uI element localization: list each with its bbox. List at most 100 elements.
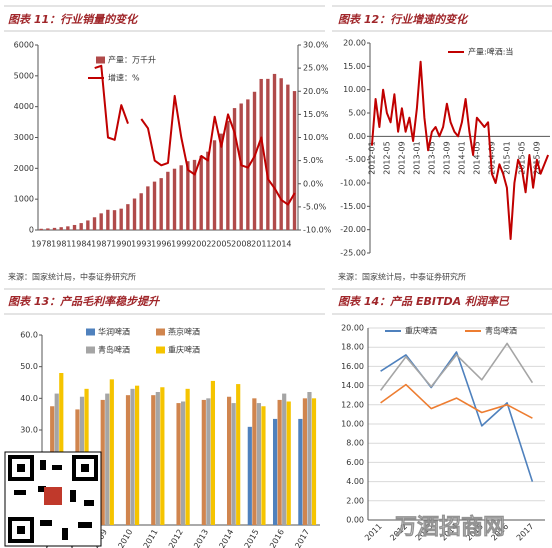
bar: [119, 208, 123, 230]
bar: [192, 159, 197, 230]
y-tick-label: 16.00: [341, 362, 364, 371]
bar: [39, 228, 43, 230]
qr-finder: [8, 517, 34, 543]
qr-finder: [8, 455, 34, 481]
bar: [66, 226, 70, 230]
bar: [126, 204, 130, 230]
y-tick-label: 6.00: [346, 458, 364, 467]
bar: [52, 227, 57, 230]
bar: [247, 426, 252, 525]
bar: [206, 151, 210, 230]
y-tick-label: 15.00: [343, 62, 366, 71]
chart-title: 图表 11：行业销量的变化: [8, 13, 139, 26]
x-tick-label: 2012: [167, 528, 185, 548]
bar: [135, 385, 140, 525]
legend-label: 增速：%: [108, 73, 140, 83]
bar: [125, 395, 131, 525]
x-tick-label: 2016: [268, 528, 286, 548]
qr-dot: [84, 500, 94, 506]
y2-tick-label: 5.0%: [303, 156, 324, 165]
legend-label: 燕京啤酒: [168, 327, 200, 337]
y-tick-label: 2000: [14, 164, 34, 173]
bar: [226, 120, 230, 230]
bar: [179, 165, 183, 230]
y-tick-label: 5.00: [348, 109, 366, 118]
y-tick-label: 1000: [14, 195, 34, 204]
bar: [151, 395, 156, 525]
x-tick-label: 2002: [191, 240, 211, 249]
line: [370, 60, 550, 240]
x-tick-label: 2014: [271, 240, 291, 249]
y-tick-label: 10.00: [343, 85, 366, 94]
y2-tick-label: 20.0%: [303, 87, 329, 96]
bar: [199, 155, 203, 230]
legend-swatch: [96, 56, 105, 64]
bar: [286, 84, 290, 230]
y-tick-label: -15.00: [340, 202, 366, 211]
bar: [166, 171, 170, 230]
bar: [212, 140, 217, 230]
y-tick-label: 20.00: [343, 39, 366, 48]
qr-dot: [81, 464, 89, 472]
x-tick-label: 2012-05: [382, 141, 391, 174]
y-tick-label: 0.00: [348, 132, 366, 141]
bar: [146, 186, 150, 230]
y-tick-label: -25.00: [340, 249, 366, 258]
x-tick-label: 2014-09: [487, 141, 496, 174]
bar: [206, 398, 211, 525]
qr-dot: [52, 465, 62, 470]
bar: [311, 398, 317, 525]
y2-tick-label: -10.0%: [303, 226, 332, 235]
bar: [181, 401, 186, 525]
bar: [201, 399, 206, 525]
y-tick-label: 3000: [14, 133, 34, 142]
bar: [252, 398, 257, 525]
y-tick-label: -10.00: [340, 179, 366, 188]
y-tick-label: 10.00: [341, 420, 364, 429]
x-tick-label: 2011: [142, 528, 160, 548]
legend-label: 产量：万千升: [108, 55, 156, 65]
bar: [261, 406, 266, 525]
bar: [152, 181, 157, 230]
x-tick-label: 1987: [91, 240, 111, 249]
qr-dot: [40, 460, 46, 470]
y2-tick-label: 30.0%: [303, 41, 329, 50]
y2-tick-label: 25.0%: [303, 64, 329, 73]
x-tick-label: 1984: [71, 240, 91, 249]
bar: [100, 399, 105, 525]
bar: [286, 401, 291, 525]
bar: [210, 380, 216, 525]
chart-title: 图表 14：产品 EBITDA 利润率已: [338, 295, 510, 308]
y-tick-label: 2.00: [346, 496, 364, 505]
y-tick-label: 0: [29, 226, 34, 235]
y-tick-label: -5.00: [345, 155, 366, 164]
x-tick-label: 2015-05: [517, 141, 526, 174]
bar: [72, 224, 77, 230]
x-tick-label: 2015: [243, 528, 261, 548]
y2-tick-label: 10.0%: [303, 133, 329, 142]
bar: [160, 387, 165, 525]
x-tick-label: 2013-09: [442, 141, 451, 174]
x-tick-label: 1996: [151, 240, 171, 249]
qr-dot: [78, 522, 92, 528]
bar: [112, 210, 117, 230]
x-tick-label: 1978: [31, 240, 51, 249]
panel-frames: [4, 5, 552, 315]
chart-title: 图表 12：行业增速的变化: [338, 13, 469, 26]
y-tick-label: 12.00: [341, 400, 364, 409]
bar: [292, 91, 297, 230]
watermark: 万酒招商网: [394, 514, 505, 540]
x-tick-label: 1990: [111, 240, 131, 249]
legend-label: 青岛啤酒: [98, 345, 130, 355]
y-tick-label: 40.0: [20, 394, 38, 403]
bar: [172, 168, 177, 230]
bar: [259, 78, 263, 230]
bar: [155, 392, 160, 525]
legend-swatch: [156, 346, 165, 354]
y-tick-label: -20.00: [340, 225, 366, 234]
line: [379, 342, 534, 391]
bar: [139, 193, 143, 230]
x-tick-label: 2013-05: [427, 141, 436, 174]
bar: [236, 384, 241, 525]
